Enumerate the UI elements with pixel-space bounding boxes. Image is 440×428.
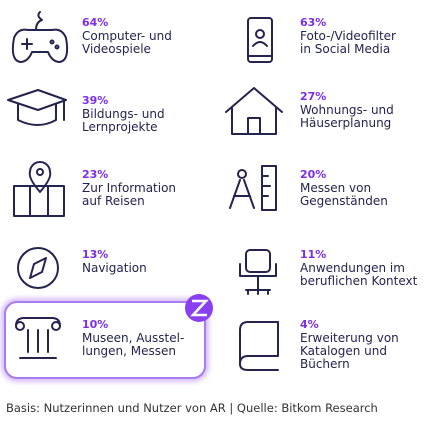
label: Museen, Ausstel-: [82, 331, 184, 345]
label: Foto-/Videofilter: [300, 29, 396, 43]
percent: 10%: [82, 318, 108, 331]
percent: 20%: [300, 168, 326, 181]
percent: 64%: [82, 16, 108, 29]
label: Lernprojekte: [82, 120, 158, 134]
percent: 11%: [300, 248, 326, 261]
label: beruflichen Kontext: [300, 274, 418, 288]
icons: [7, 11, 283, 371]
percent: 63%: [300, 16, 326, 29]
label: Anwendungen im: [300, 261, 405, 275]
label: Häuserplanung: [300, 116, 391, 130]
label: Navigation: [82, 261, 147, 275]
label: auf Reisen: [82, 194, 145, 208]
label: Gegenständen: [300, 194, 388, 208]
label: Bildungs- und: [82, 107, 165, 121]
label: Büchern: [300, 357, 350, 371]
label: Katalogen und: [300, 344, 387, 358]
label: Computer- und: [82, 29, 172, 43]
percent: 39%: [82, 94, 108, 107]
label: Videospiele: [82, 42, 151, 56]
percent: 23%: [82, 168, 108, 181]
footer: Basis: Nutzerinnen und Nutzer von AR | Q…: [6, 401, 378, 415]
percent: 27%: [300, 90, 326, 103]
label: Messen von: [300, 181, 371, 195]
percent: 13%: [82, 248, 108, 261]
label: Wohnungs- und: [300, 103, 394, 117]
label: Erweiterung von: [300, 331, 399, 345]
label: Zur Information: [82, 181, 176, 195]
badge-logo: [190, 299, 209, 317]
label: in Social Media: [300, 42, 390, 56]
percent: 4%: [300, 318, 319, 331]
label: lungen, Messen: [82, 344, 176, 358]
